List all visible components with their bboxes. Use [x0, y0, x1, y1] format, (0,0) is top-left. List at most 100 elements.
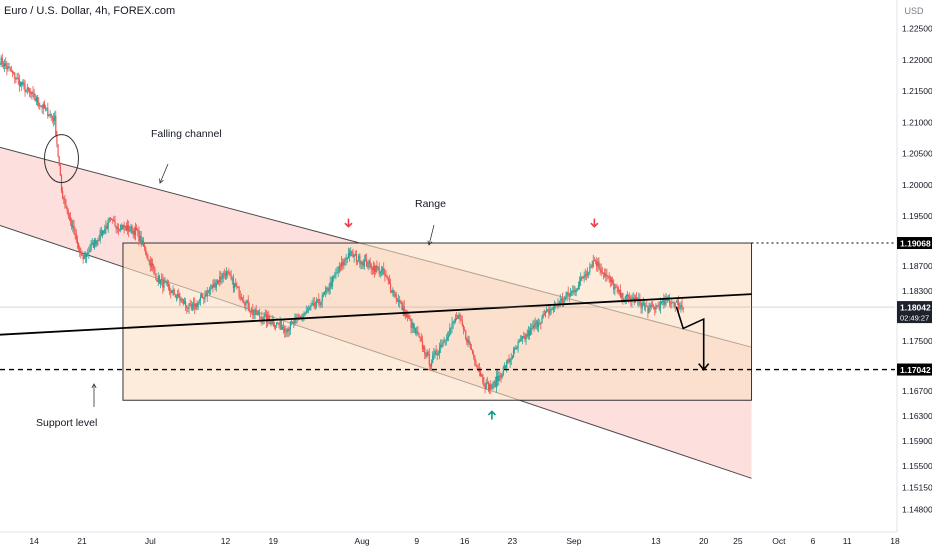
candle-body: [64, 199, 66, 205]
candle-body: [335, 273, 337, 276]
candle-body: [344, 259, 346, 261]
candle-body: [573, 290, 575, 292]
price-label-current-text: 1.18042: [900, 303, 931, 313]
candle-body: [32, 92, 34, 94]
candle-body: [107, 220, 109, 229]
candle-body: [195, 303, 197, 309]
candle-body: [328, 288, 330, 292]
candle-body: [542, 314, 544, 318]
candle-body: [426, 351, 428, 357]
candle-body: [606, 274, 608, 277]
candle-body: [293, 321, 295, 324]
candle-body: [577, 285, 580, 290]
candle-body: [645, 305, 647, 307]
time-tick-label: 25: [733, 536, 743, 546]
candle-body: [214, 282, 216, 288]
candle-body: [460, 319, 462, 321]
candle-body: [179, 297, 181, 301]
candle-body: [14, 72, 16, 80]
candle-body: [553, 304, 556, 308]
time-tick-label: Sep: [566, 536, 581, 546]
candle-body: [62, 190, 64, 198]
candle-body: [682, 307, 684, 309]
candle-body: [224, 274, 227, 276]
candle-body: [134, 227, 137, 236]
candle-body: [531, 328, 533, 329]
candle-body: [493, 381, 495, 383]
candle-body: [248, 308, 250, 311]
candle-body: [81, 254, 83, 256]
candle-body: [663, 299, 665, 305]
candle-body: [435, 350, 437, 355]
candle-body: [292, 321, 294, 323]
candle-body: [522, 336, 524, 340]
candle-body: [470, 348, 473, 350]
candle-body: [468, 339, 470, 344]
candle-body: [43, 103, 46, 109]
candle-body: [499, 375, 501, 377]
candle-body: [231, 278, 233, 280]
candle-body: [246, 300, 248, 302]
candle-body: [174, 294, 176, 298]
drawing-lines[interactable]: [0, 134, 895, 420]
candle-body: [113, 219, 115, 222]
candle-body: [477, 368, 479, 370]
candle-body: [3, 63, 6, 67]
candle-body: [648, 307, 650, 313]
candle-body: [261, 317, 263, 321]
candle-body: [167, 283, 170, 287]
time-tick-label: 21: [77, 536, 87, 546]
candle-body: [503, 365, 506, 368]
price-tick-label: 1.18700: [902, 261, 932, 271]
candle-body: [38, 103, 40, 106]
candle-body: [366, 259, 368, 267]
candle-body: [218, 280, 220, 283]
candle-body: [583, 276, 585, 279]
candle-body: [629, 296, 631, 299]
candle-body: [399, 300, 401, 303]
candle-body: [284, 328, 286, 332]
candle-body: [131, 226, 133, 234]
candle-body: [339, 265, 342, 267]
candle-body: [539, 323, 541, 325]
candle-body: [388, 280, 391, 284]
candle-body: [528, 330, 531, 336]
candle-body: [84, 254, 87, 258]
candle-body: [386, 276, 388, 279]
red-arrow-head: [344, 222, 353, 228]
candle-body: [559, 300, 561, 306]
breakout-circle: [43, 134, 79, 184]
candle-body: [561, 298, 564, 302]
candle-body: [592, 260, 594, 267]
candle-body: [670, 302, 672, 304]
candle-body: [31, 92, 33, 94]
candle-body: [309, 307, 311, 310]
candle-body: [485, 382, 487, 389]
candle-body: [17, 77, 19, 80]
candle-body: [148, 259, 150, 261]
candle-body: [10, 71, 12, 73]
candle-body: [109, 218, 112, 220]
range-box[interactable]: [122, 242, 753, 401]
candle-body: [93, 239, 96, 248]
candle-body: [547, 309, 549, 310]
candle-body: [607, 276, 609, 278]
candle-body: [572, 290, 574, 293]
candle-body: [325, 288, 327, 293]
price-tick-label: 1.21000: [902, 117, 932, 127]
price-axis-background: [897, 0, 932, 550]
candle-body: [104, 228, 106, 234]
candle-body: [121, 225, 123, 229]
candle-body: [655, 305, 657, 310]
candle-body: [75, 233, 77, 240]
candle-body: [15, 79, 17, 80]
support-level-label: Support level: [36, 417, 97, 429]
candle-body: [412, 322, 414, 329]
candle-body: [566, 292, 568, 297]
candle-body: [486, 382, 488, 384]
candle-body: [391, 290, 393, 293]
candle-body: [508, 359, 510, 363]
candle-body: [173, 289, 175, 295]
candle-body: [401, 302, 403, 310]
